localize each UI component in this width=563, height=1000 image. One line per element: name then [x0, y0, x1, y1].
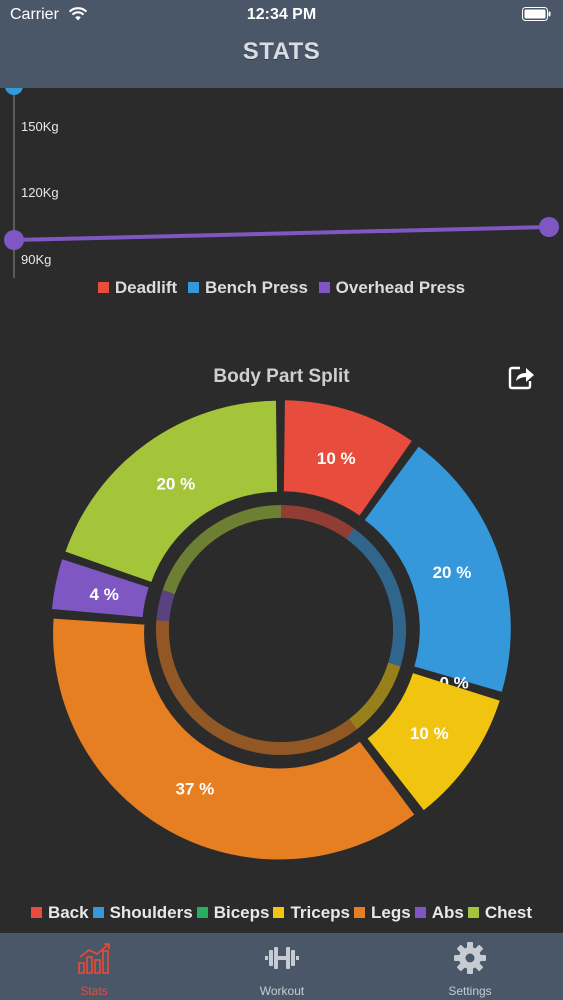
donut-slice-back	[283, 400, 412, 516]
donut-slice-label: 37 %	[175, 780, 214, 799]
legend-swatch	[196, 907, 208, 918]
donut-slice-legs	[53, 618, 415, 860]
donut-inner-ring	[156, 589, 175, 622]
legend-swatch	[97, 282, 109, 293]
legend-swatch	[273, 907, 285, 918]
donut-slice-label: 10 %	[317, 449, 356, 468]
legend-item-back: Back	[30, 903, 89, 923]
legend-item-shoulders: Shoulders	[92, 903, 193, 923]
donut-inner-ring	[281, 505, 354, 539]
tab-label: Workout	[259, 984, 305, 998]
legend-label: Chest	[484, 903, 533, 922]
tab-workout[interactable]: Workout	[188, 933, 376, 1000]
legend-label: Shoulders	[109, 903, 193, 922]
donut-slice-label: 20 %	[156, 474, 195, 493]
legend-swatch	[92, 907, 104, 918]
donut-slice-label: 4 %	[90, 585, 119, 604]
legend-label: Deadlift	[114, 278, 178, 297]
legend-swatch	[414, 907, 426, 918]
legend-item-biceps: Biceps	[196, 903, 270, 923]
y-tick-label: 120Kg	[21, 185, 59, 200]
legend-swatch	[354, 907, 365, 918]
tab-bar: Stats Workout	[0, 933, 563, 1000]
legend-item-overhead-press: Overhead Press	[318, 278, 466, 298]
progress-line-chart: 150Kg 120Kg 90Kg	[0, 77, 563, 288]
donut-inner-ring	[346, 528, 406, 667]
share-icon[interactable]	[508, 364, 536, 390]
legend-item-abs: Abs	[414, 903, 464, 923]
donut-slice-shoulders	[364, 446, 511, 692]
legend-swatch	[30, 907, 42, 918]
donut-slice-triceps	[367, 673, 500, 811]
legend-label: Overhead Press	[335, 278, 466, 297]
battery-icon	[522, 7, 551, 21]
stats-icon	[78, 943, 110, 974]
legend-item-legs: Legs	[354, 903, 411, 923]
legend-label: Back	[47, 903, 89, 922]
legend-swatch	[318, 282, 330, 293]
legend-swatch	[187, 282, 199, 293]
donut-slice-chest	[65, 400, 278, 582]
line-chart-legend: Deadlift Bench Press Overhead Press	[0, 278, 563, 298]
status-bar: Carrier 12:34 PM	[0, 0, 563, 30]
header: Carrier 12:34 PM STATS	[0, 0, 563, 88]
donut-inner-ring	[156, 620, 357, 756]
carrier-label: Carrier	[10, 6, 59, 23]
legend-label: Legs	[371, 903, 411, 922]
tab-label: Stats	[80, 984, 108, 998]
y-tick-label: 90Kg	[21, 252, 52, 267]
page-title: STATS	[242, 38, 321, 65]
line-chart-canvas	[4, 77, 559, 278]
donut-chart-legend: Back Shoulders Biceps Triceps Legs Abs Chest	[0, 903, 563, 923]
donut-inner-ring	[349, 662, 401, 730]
wifi-icon	[68, 7, 88, 21]
legend-item-chest: Chest	[467, 903, 533, 923]
bench-press-point	[5, 77, 23, 95]
legend-label: Abs	[431, 903, 464, 922]
legend-label: Bench Press	[204, 278, 308, 297]
donut-slice-label: 20 %	[433, 563, 472, 582]
legend-label: Biceps	[213, 903, 270, 922]
gear-icon	[454, 942, 486, 974]
donut-slice-abs	[51, 559, 149, 618]
overhead-press-point	[539, 217, 559, 237]
donut-inner-ring	[162, 505, 281, 595]
legend-swatch	[467, 907, 479, 918]
overhead-press-line	[13, 225, 550, 242]
y-tick-label: 150Kg	[21, 119, 59, 134]
legend-item-triceps: Triceps	[273, 903, 350, 923]
donut-hole	[169, 518, 393, 742]
clock: 12:34 PM	[246, 6, 317, 23]
donut-chart-title: Body Part Split	[213, 366, 350, 387]
legend-item-deadlift: Deadlift	[97, 278, 178, 298]
dumbbell-icon	[265, 947, 299, 969]
tab-label: Settings	[448, 984, 492, 998]
legend-label: Triceps	[290, 903, 350, 922]
overhead-press-point	[4, 230, 24, 250]
donut-slice-label: 10 %	[410, 724, 449, 743]
tab-stats[interactable]: Stats	[0, 933, 188, 1000]
body-part-donut-chart: 10 %20 %0 %10 %37 %4 %20 %	[51, 400, 511, 860]
legend-item-bench-press: Bench Press	[187, 278, 308, 298]
tab-settings[interactable]: Settings	[376, 933, 563, 1000]
